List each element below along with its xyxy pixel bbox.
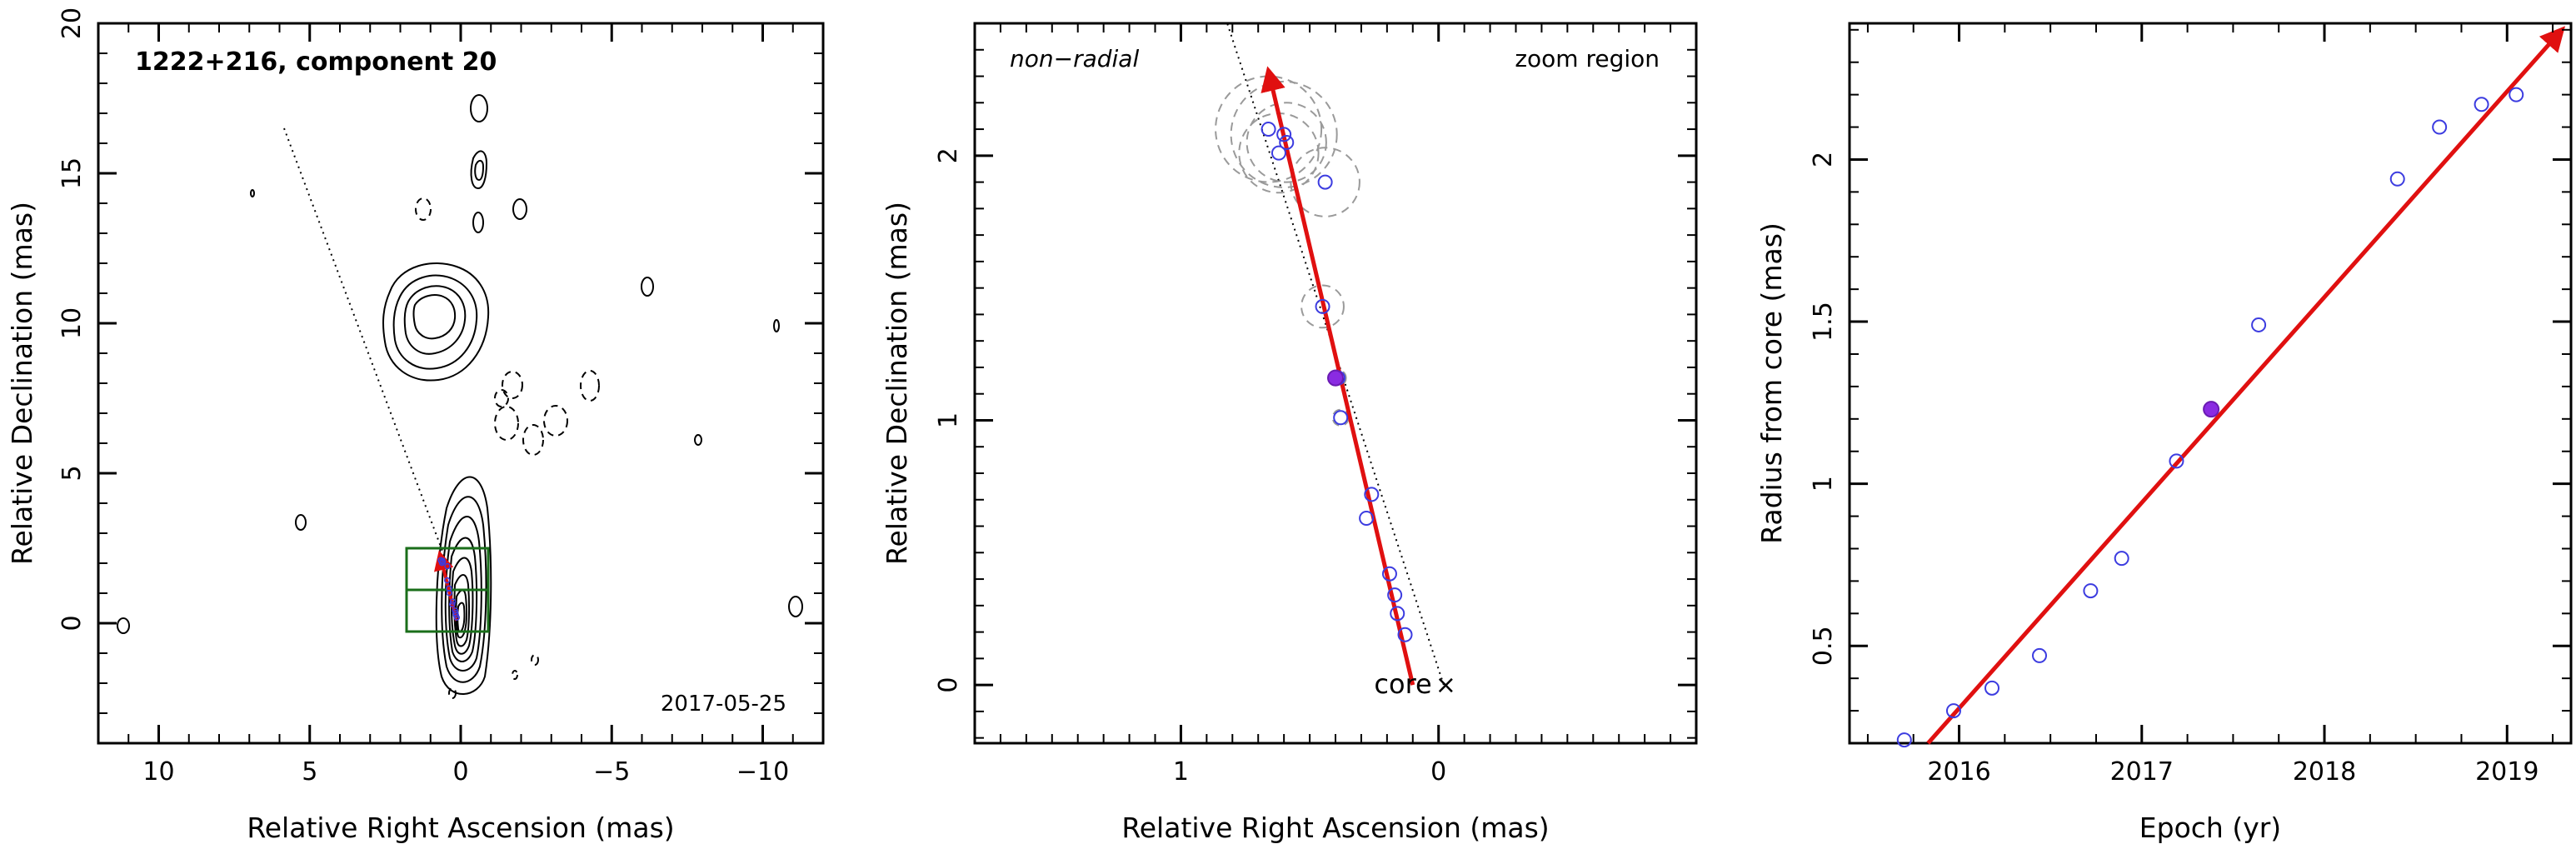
- y-tick-label: 2: [1809, 152, 1838, 167]
- p3-data-point: [2509, 87, 2524, 102]
- p1-track-marker: [439, 558, 447, 565]
- p2-data-point: [1387, 587, 1403, 603]
- y-tick-label: 5: [57, 465, 87, 481]
- p2-data-point: [1261, 122, 1276, 137]
- y-tick-label: 2: [934, 147, 963, 163]
- x-tick-label: 10: [142, 757, 174, 787]
- p3-fit-arrow: [1926, 26, 2566, 745]
- p3-data-point: [2032, 647, 2048, 663]
- y-tick-label: 0: [934, 677, 963, 693]
- p3-highlight-point: [2203, 401, 2220, 418]
- y-tick-label: 1: [1809, 476, 1838, 492]
- p3-data-point: [2432, 119, 2448, 135]
- p1-track-marker: [449, 601, 456, 608]
- x-tick-label: 2018: [2293, 757, 2356, 787]
- x-tick-label: 2016: [1927, 757, 1990, 787]
- p2-data-point: [1279, 134, 1295, 150]
- p3-data-point: [2114, 551, 2129, 567]
- p1-track-marker: [443, 577, 451, 584]
- p1-y-ticks: 0 5 10 15 20: [57, 7, 823, 744]
- p3-data-point: [1896, 732, 1912, 748]
- y-tick-label: 1.5: [1809, 302, 1838, 342]
- p3-data-points: [1896, 87, 2524, 748]
- p1-jet-axis-line: [283, 127, 449, 567]
- p1-x-ticks: 10 5 0 −5 −10: [97, 23, 824, 787]
- p3-y-axis-label: Radius from core (mas): [1755, 222, 1788, 544]
- p1-track-markers: [437, 557, 461, 621]
- p2-data-point: [1390, 606, 1405, 622]
- p2-y-ticks: 0 1 2: [934, 48, 1696, 739]
- contour-map-panel: 1222+216, component 20 2017-05-25: [6, 7, 825, 844]
- p3-x-axis-label: Epoch (yr): [2139, 812, 2281, 844]
- p3-data-point: [2389, 171, 2405, 187]
- y-tick-label: 1: [934, 412, 963, 428]
- p1-negative-contours: [415, 197, 600, 699]
- p1-track-marker: [452, 607, 458, 614]
- p2-size-circle: [1300, 284, 1345, 329]
- p2-y-axis-label: Relative Declination (mas): [881, 202, 913, 565]
- p1-core-contours: [435, 476, 492, 695]
- p2-core-marker: ×: [1435, 671, 1456, 700]
- p1-track-marker: [449, 598, 457, 605]
- p3-x-ticks: 2016 2017 2018 2019: [1866, 23, 2554, 787]
- p2-data-points: [1261, 122, 1413, 642]
- p3-data-point: [1945, 703, 1961, 719]
- p2-core-label: core: [1374, 668, 1431, 700]
- p2-corner-label-left: non−radial: [1010, 45, 1139, 72]
- p2-x-axis-label: Relative Right Ascension (mas): [1121, 812, 1549, 844]
- y-tick-label: 0: [57, 615, 87, 631]
- p1-frame: [97, 22, 825, 745]
- x-tick-label: 2017: [2110, 757, 2174, 787]
- p3-data-point: [2169, 453, 2184, 469]
- p3-data-point: [2251, 317, 2267, 332]
- p1-y-axis-label: Relative Declination (mas): [6, 202, 38, 565]
- p1-x-axis-label: Relative Right Ascension (mas): [247, 812, 674, 844]
- p2-data-point: [1315, 298, 1330, 314]
- x-tick-label: −10: [736, 757, 789, 787]
- x-tick-label: 1: [1173, 757, 1189, 787]
- x-tick-label: 5: [302, 757, 317, 787]
- p2-size-circle: [1246, 102, 1327, 183]
- y-tick-label: 0.5: [1809, 626, 1838, 666]
- x-tick-label: 2019: [2475, 757, 2539, 787]
- p1-date-label: 2017-05-25: [661, 692, 786, 717]
- p2-data-point: [1364, 487, 1380, 502]
- p2-data-point: [1271, 145, 1286, 161]
- p3-frame: [1848, 22, 2573, 745]
- p2-size-circle: [1329, 369, 1347, 387]
- p3-y-ticks: 0.5 1 1.5 2: [1809, 28, 2571, 744]
- p1-track-marker: [446, 585, 452, 592]
- y-tick-label: 15: [57, 157, 87, 189]
- x-tick-label: −5: [593, 757, 630, 787]
- x-tick-label: 0: [452, 757, 468, 787]
- p2-data-point: [1333, 410, 1349, 426]
- p2-highlight-point: [1327, 369, 1344, 387]
- p2-data-point: [1381, 566, 1397, 582]
- p2-data-point: [1397, 627, 1413, 642]
- p3-data-point: [2083, 583, 2099, 599]
- y-tick-label: 10: [57, 307, 87, 339]
- p2-data-point: [1359, 511, 1375, 526]
- p1-extended-contours: [117, 94, 803, 634]
- p3-data-point: [2474, 97, 2489, 112]
- p2-data-point: [1276, 127, 1292, 142]
- radius-vs-epoch-panel: 2016 2017 2018 2019 0.5 1 1.5 2 Epoch (yr) Rad…: [1755, 22, 2573, 844]
- y-tick-label: 20: [57, 7, 87, 39]
- p3-data-point: [1984, 680, 2000, 696]
- p2-corner-label-right: zoom region: [1515, 45, 1660, 72]
- p1-title: 1222+216, component 20: [135, 47, 497, 77]
- p2-data-point: [1317, 174, 1333, 190]
- x-tick-label: 0: [1430, 757, 1446, 787]
- p2-size-circle: [1331, 408, 1350, 427]
- p1-track-marker: [444, 562, 451, 570]
